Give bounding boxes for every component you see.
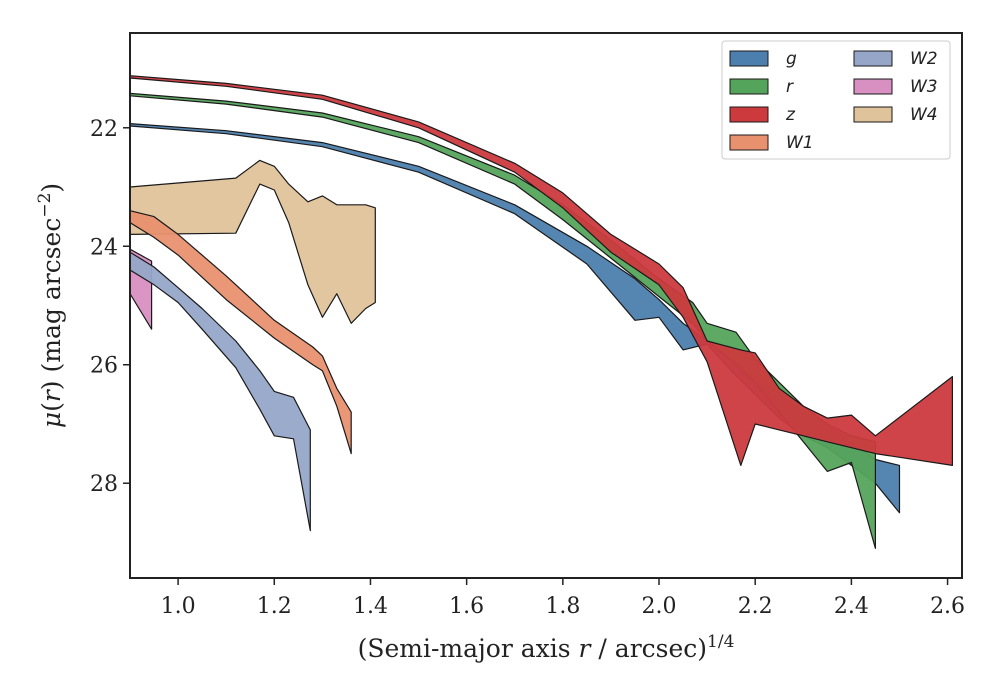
band-w1 xyxy=(129,210,352,455)
legend-label-w4: W4 xyxy=(910,105,938,125)
y-axis-ticks: 22 24 26 28 xyxy=(90,117,130,497)
legend-swatch-g xyxy=(729,50,769,67)
legend-swatch-w2 xyxy=(853,50,893,67)
x-tick-label: 2.0 xyxy=(642,594,677,619)
legend-swatch-z xyxy=(729,106,769,123)
legend-box xyxy=(721,40,951,160)
x-tick-label: 1.4 xyxy=(353,594,388,619)
band-w4 xyxy=(129,159,376,324)
y-tick-label: 24 xyxy=(90,235,118,260)
legend-label-z: z xyxy=(785,105,796,125)
y-axis-label: μ(r) (mag arcsec−2) xyxy=(35,183,66,428)
x-tick-label: 2.6 xyxy=(930,594,965,619)
x-tick-label: 1.6 xyxy=(449,594,484,619)
y-tick-label: 28 xyxy=(90,472,118,497)
y-tick-label: 22 xyxy=(90,117,118,142)
legend-label-g: g xyxy=(786,49,797,69)
series-bands xyxy=(129,75,953,549)
x-tick-label: 2.2 xyxy=(738,594,773,619)
band-z xyxy=(129,75,953,466)
legend-swatch-w1 xyxy=(729,134,769,151)
x-axis-label: (Semi-major axis r / arcsec)1/4 xyxy=(358,632,735,663)
x-tick-label: 1.2 xyxy=(257,594,292,619)
legend-label-r: r xyxy=(786,77,794,97)
x-tick-label: 1.0 xyxy=(161,594,196,619)
legend-label-w3: W3 xyxy=(910,77,938,97)
band-w2 xyxy=(129,251,311,532)
legend: grz W1 W2 W3 W4 xyxy=(721,40,951,160)
legend-label-w2: W2 xyxy=(910,49,938,69)
plot-frame xyxy=(129,32,963,579)
legend-swatch-w3 xyxy=(853,78,893,95)
band-g xyxy=(129,123,901,514)
x-tick-label: 2.4 xyxy=(834,594,869,619)
y-tick-label: 26 xyxy=(90,354,118,379)
x-tick-label: 1.8 xyxy=(545,594,580,619)
legend-label-w1: W1 xyxy=(786,133,814,153)
legend-swatch-r xyxy=(729,78,769,95)
x-axis-ticks: 1.0 1.2 1.4 1.6 1.8 2.0 2.2 2.4 2.6 xyxy=(161,578,965,619)
legend-swatch-w4 xyxy=(853,106,893,123)
